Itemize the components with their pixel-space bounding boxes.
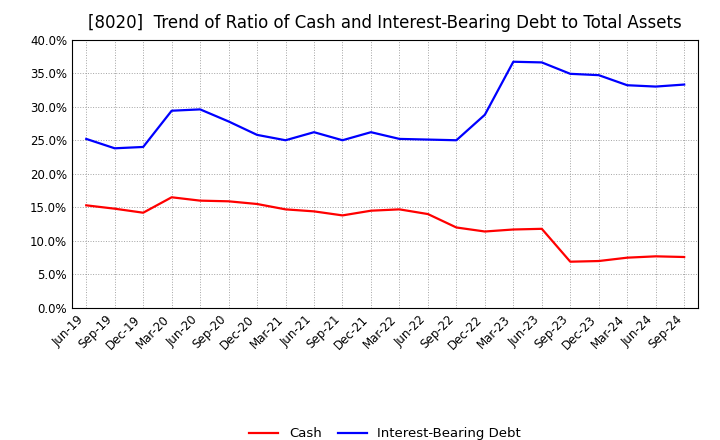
Interest-Bearing Debt xyxy=(480,112,489,117)
Line: Cash: Cash xyxy=(86,197,684,262)
Interest-Bearing Debt xyxy=(652,84,660,89)
Interest-Bearing Debt xyxy=(225,119,233,124)
Interest-Bearing Debt xyxy=(623,83,631,88)
Interest-Bearing Debt xyxy=(338,138,347,143)
Cash xyxy=(652,254,660,259)
Interest-Bearing Debt xyxy=(282,138,290,143)
Cash xyxy=(595,258,603,264)
Cash xyxy=(139,210,148,215)
Cash xyxy=(253,202,261,207)
Interest-Bearing Debt xyxy=(110,146,119,151)
Interest-Bearing Debt xyxy=(395,136,404,142)
Cash xyxy=(338,213,347,218)
Cash xyxy=(509,227,518,232)
Interest-Bearing Debt xyxy=(509,59,518,64)
Interest-Bearing Debt xyxy=(310,129,318,135)
Interest-Bearing Debt xyxy=(139,144,148,150)
Cash xyxy=(423,211,432,216)
Interest-Bearing Debt xyxy=(196,107,204,112)
Cash xyxy=(480,229,489,234)
Cash xyxy=(537,226,546,231)
Cash xyxy=(196,198,204,203)
Cash xyxy=(225,199,233,204)
Cash xyxy=(282,207,290,212)
Interest-Bearing Debt xyxy=(423,137,432,142)
Cash xyxy=(82,203,91,208)
Line: Interest-Bearing Debt: Interest-Bearing Debt xyxy=(86,62,684,148)
Interest-Bearing Debt xyxy=(537,60,546,65)
Cash xyxy=(395,207,404,212)
Interest-Bearing Debt xyxy=(566,71,575,77)
Interest-Bearing Debt xyxy=(680,82,688,87)
Cash xyxy=(110,206,119,211)
Title: [8020]  Trend of Ratio of Cash and Interest-Bearing Debt to Total Assets: [8020] Trend of Ratio of Cash and Intere… xyxy=(89,15,682,33)
Interest-Bearing Debt xyxy=(366,129,375,135)
Cash xyxy=(680,254,688,260)
Cash xyxy=(623,255,631,260)
Cash xyxy=(566,259,575,264)
Cash xyxy=(310,209,318,214)
Interest-Bearing Debt xyxy=(167,108,176,114)
Cash xyxy=(452,225,461,230)
Interest-Bearing Debt xyxy=(452,138,461,143)
Interest-Bearing Debt xyxy=(595,73,603,78)
Interest-Bearing Debt xyxy=(82,136,91,142)
Cash xyxy=(167,194,176,200)
Cash xyxy=(366,208,375,213)
Legend: Cash, Interest-Bearing Debt: Cash, Interest-Bearing Debt xyxy=(249,427,521,440)
Interest-Bearing Debt xyxy=(253,132,261,138)
